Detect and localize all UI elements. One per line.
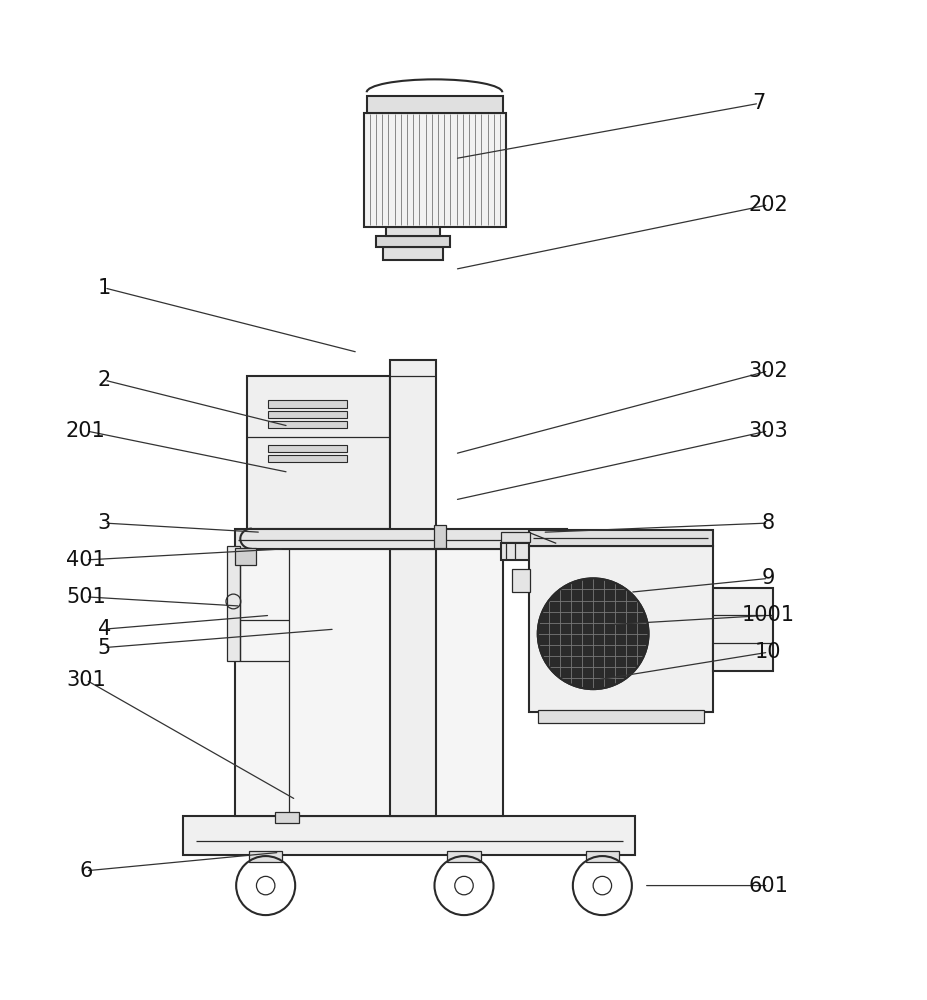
Bar: [383, 247, 442, 260]
Text: 9: 9: [761, 568, 774, 588]
Text: 2: 2: [97, 370, 110, 390]
Bar: [248, 851, 282, 862]
Bar: [235, 548, 255, 565]
Text: 8: 8: [761, 513, 774, 533]
Bar: [183, 816, 634, 855]
Circle shape: [538, 578, 648, 689]
Text: 201: 201: [66, 421, 106, 441]
Text: 302: 302: [748, 361, 787, 381]
Bar: [389, 549, 436, 816]
Bar: [512, 569, 530, 592]
Bar: [376, 236, 450, 247]
Bar: [268, 445, 347, 452]
Bar: [235, 529, 566, 549]
Bar: [274, 812, 298, 823]
Bar: [268, 400, 347, 408]
Text: 401: 401: [66, 550, 106, 570]
Bar: [528, 546, 712, 712]
Bar: [501, 532, 530, 542]
Text: 303: 303: [748, 421, 787, 441]
Text: 1001: 1001: [741, 605, 794, 625]
Bar: [389, 360, 436, 549]
Bar: [364, 113, 505, 227]
Bar: [227, 546, 239, 661]
Bar: [434, 525, 445, 548]
Text: 10: 10: [755, 642, 781, 662]
Text: 301: 301: [66, 670, 106, 690]
Bar: [268, 421, 347, 428]
Bar: [528, 530, 712, 546]
Bar: [538, 710, 703, 723]
Text: 6: 6: [79, 861, 93, 881]
Bar: [501, 543, 555, 560]
Text: 4: 4: [97, 619, 110, 639]
Text: 5: 5: [97, 638, 110, 658]
Bar: [447, 851, 480, 862]
Text: 3: 3: [97, 513, 110, 533]
Bar: [268, 455, 347, 462]
Bar: [235, 549, 502, 816]
Bar: [712, 588, 772, 671]
Bar: [386, 227, 439, 236]
Bar: [268, 411, 347, 418]
Text: 501: 501: [66, 587, 106, 607]
Bar: [247, 376, 389, 529]
Text: 1: 1: [97, 278, 110, 298]
Text: 601: 601: [748, 876, 788, 896]
Bar: [585, 851, 618, 862]
Bar: [367, 96, 502, 113]
Text: 7: 7: [752, 93, 765, 113]
Text: 202: 202: [748, 195, 787, 215]
